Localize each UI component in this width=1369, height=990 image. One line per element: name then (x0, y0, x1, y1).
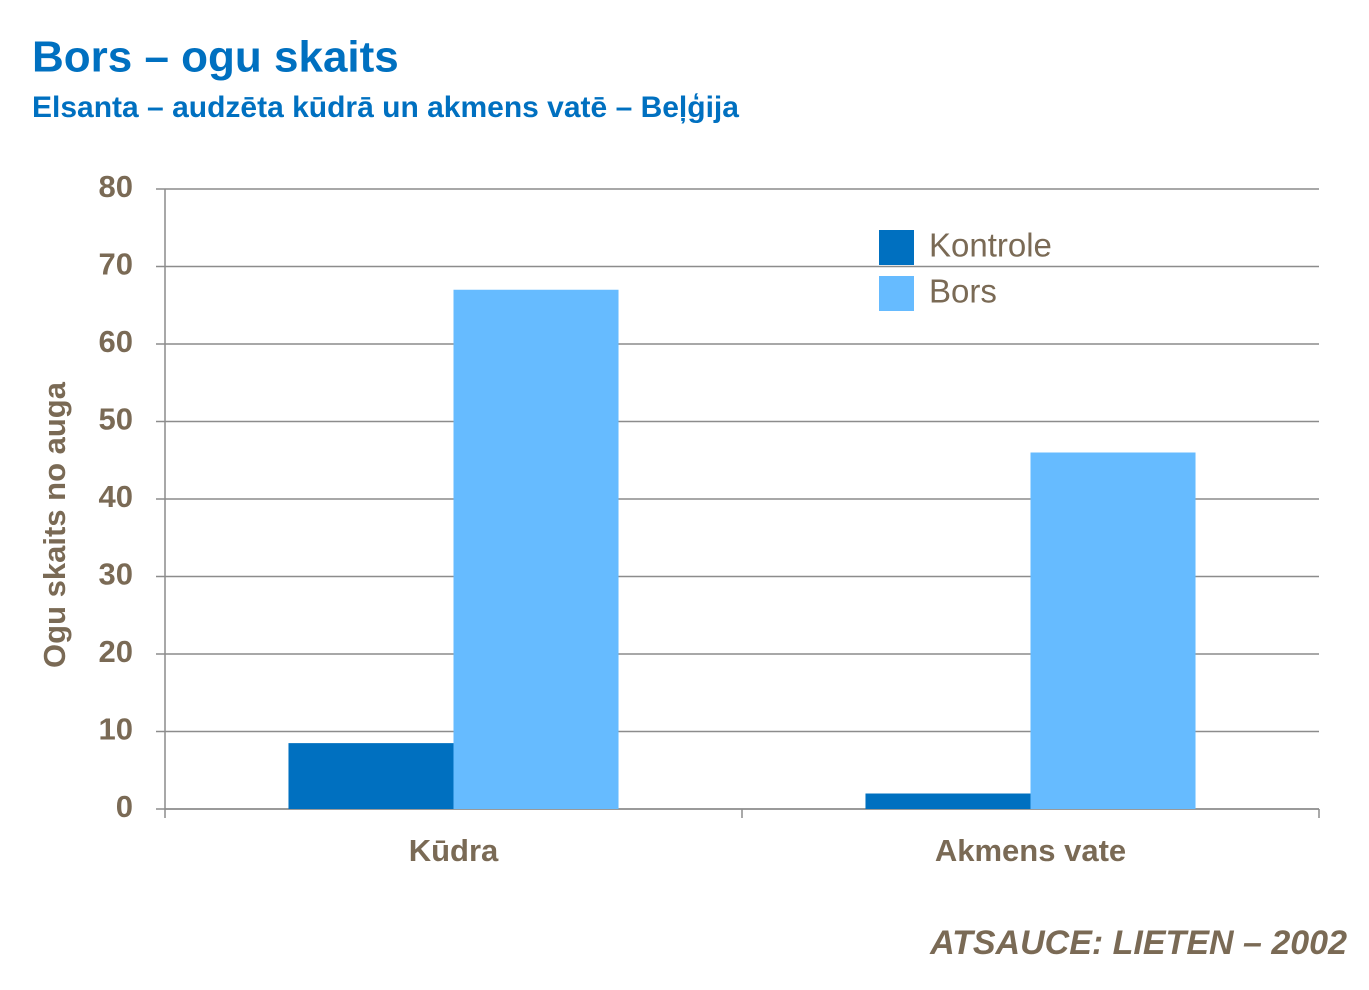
y-tick-label: 40 (99, 479, 133, 514)
y-tick-label: 50 (99, 402, 133, 437)
bar (1030, 452, 1196, 809)
legend-label: Bors (929, 273, 997, 310)
y-tick-label: 30 (99, 557, 133, 592)
bar (288, 743, 454, 809)
legend-swatch (879, 230, 914, 265)
source-note: ATSAUCE: LIETEN – 2002 (929, 924, 1347, 962)
y-axis-label: Ogu skaits no auga (37, 381, 72, 668)
chart-title: Bors – ogu skaits (32, 33, 399, 82)
x-tick-label: Akmens vate (935, 833, 1126, 868)
chart-subtitle: Elsanta – audzēta kūdrā un akmens vatē –… (32, 91, 739, 124)
x-axis (164, 808, 1320, 818)
bar (865, 793, 1031, 809)
y-tick-label: 20 (99, 634, 133, 669)
x-tick-label: Kūdra (409, 833, 499, 868)
y-tick-label: 60 (99, 324, 133, 359)
bar (453, 289, 619, 809)
y-tick-label: 0 (116, 789, 133, 824)
y-tick-label: 80 (99, 169, 133, 204)
y-tick-label: 70 (99, 247, 133, 282)
legend-label: Kontrole (929, 227, 1052, 264)
y-tick-label: 10 (99, 712, 133, 747)
legend-swatch (879, 276, 914, 311)
